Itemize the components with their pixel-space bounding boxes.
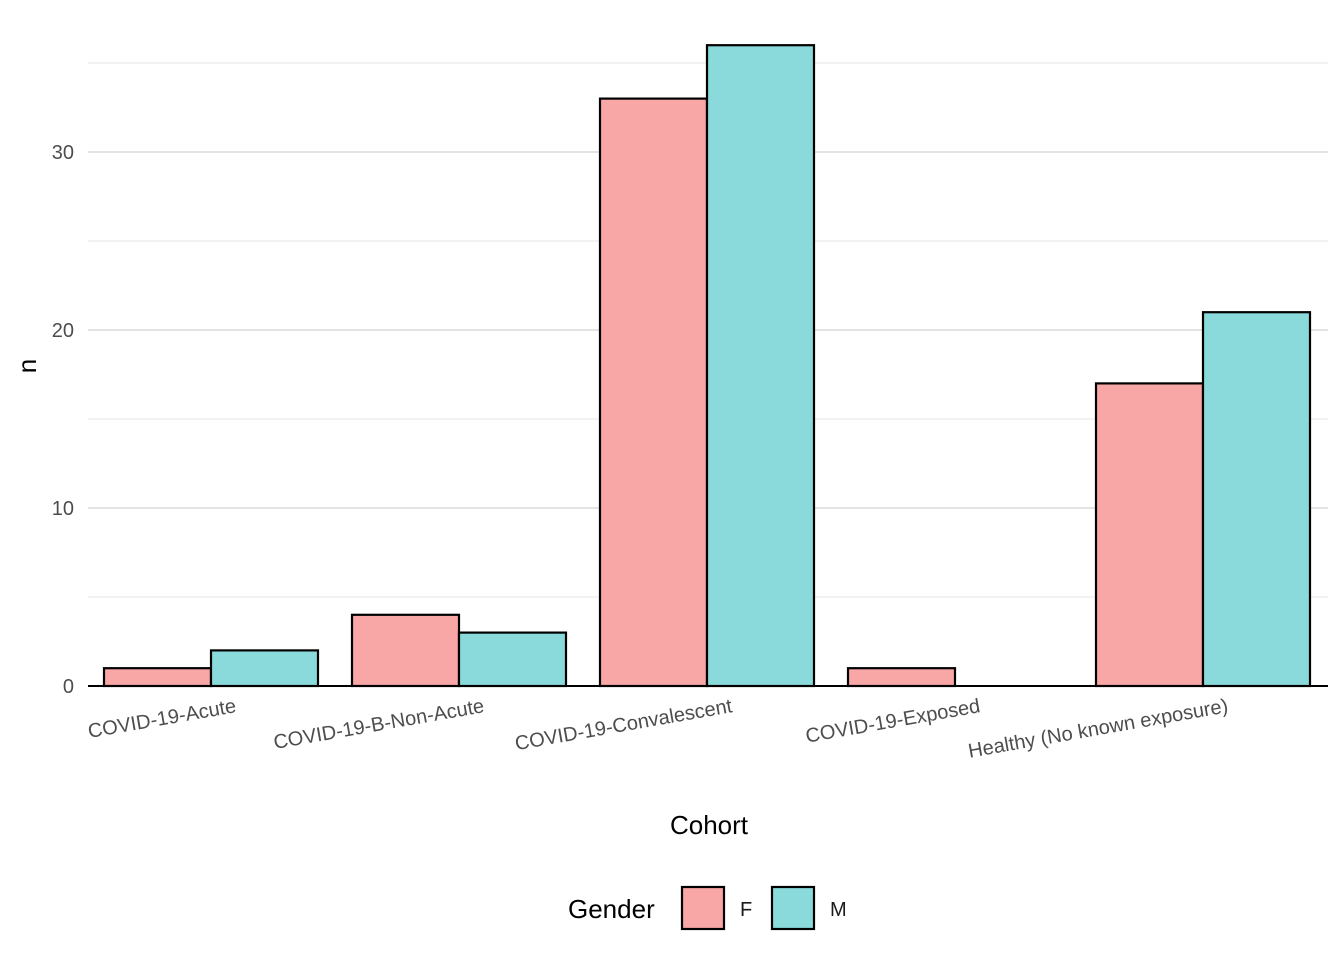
y-axis-title: n bbox=[12, 359, 42, 373]
y-tick-label: 0 bbox=[63, 676, 74, 698]
x-tick-label: COVID-19-Convalescent bbox=[513, 695, 734, 755]
x-tick-label: Healthy (No known exposure) bbox=[967, 695, 1230, 762]
bar-f bbox=[598, 97, 709, 688]
y-tick-label: 10 bbox=[52, 498, 74, 520]
bar-f bbox=[350, 613, 461, 688]
bar-m bbox=[457, 631, 568, 688]
legend-label-m: M bbox=[830, 899, 847, 921]
bar-f bbox=[846, 667, 957, 688]
bar-f bbox=[102, 667, 213, 688]
bars bbox=[102, 44, 1312, 688]
y-tick-label: 20 bbox=[52, 320, 74, 342]
y-tick-label: 30 bbox=[52, 142, 74, 164]
legend-key-f bbox=[680, 885, 726, 931]
x-tick-label: COVID-19-Acute bbox=[86, 695, 238, 743]
legend-label-f: F bbox=[740, 899, 752, 921]
bar-m bbox=[209, 649, 320, 688]
x-axis-title: Cohort bbox=[670, 810, 749, 840]
bar-m bbox=[705, 44, 816, 688]
bar-m bbox=[1201, 311, 1312, 688]
legend-title: Gender bbox=[568, 894, 655, 924]
legend: Gender F M bbox=[568, 885, 847, 931]
bar-f bbox=[1094, 382, 1205, 688]
x-tick-label: COVID-19-Exposed bbox=[804, 695, 982, 747]
legend-key-m bbox=[770, 885, 816, 931]
x-tick-label: COVID-19-B-Non-Acute bbox=[272, 695, 486, 754]
